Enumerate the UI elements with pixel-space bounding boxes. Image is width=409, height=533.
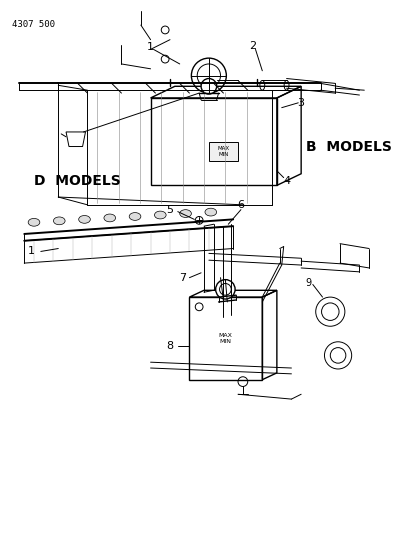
Text: D  MODELS: D MODELS (34, 174, 121, 188)
Text: MAX
MIN: MAX MIN (217, 146, 229, 157)
Ellipse shape (79, 215, 90, 223)
Ellipse shape (129, 213, 141, 220)
Text: 4: 4 (282, 175, 290, 185)
Circle shape (215, 280, 234, 299)
Circle shape (195, 216, 202, 224)
Polygon shape (208, 142, 238, 161)
Text: 6: 6 (237, 200, 244, 210)
Text: 1: 1 (147, 43, 154, 52)
Text: 3: 3 (297, 98, 304, 108)
Text: 8: 8 (166, 341, 173, 351)
Text: 5: 5 (166, 205, 173, 215)
Ellipse shape (104, 214, 115, 222)
Text: 2: 2 (248, 42, 256, 52)
Ellipse shape (53, 217, 65, 225)
Ellipse shape (179, 209, 191, 217)
Ellipse shape (28, 219, 40, 226)
Text: 7: 7 (179, 273, 186, 282)
Text: B  MODELS: B MODELS (305, 140, 391, 154)
Ellipse shape (204, 208, 216, 216)
Text: 9: 9 (305, 278, 311, 287)
Circle shape (200, 78, 216, 94)
Text: 4307 500: 4307 500 (11, 20, 54, 29)
Text: 1: 1 (27, 246, 34, 256)
Ellipse shape (154, 211, 166, 219)
Text: MAX
MIN: MAX MIN (218, 334, 232, 344)
